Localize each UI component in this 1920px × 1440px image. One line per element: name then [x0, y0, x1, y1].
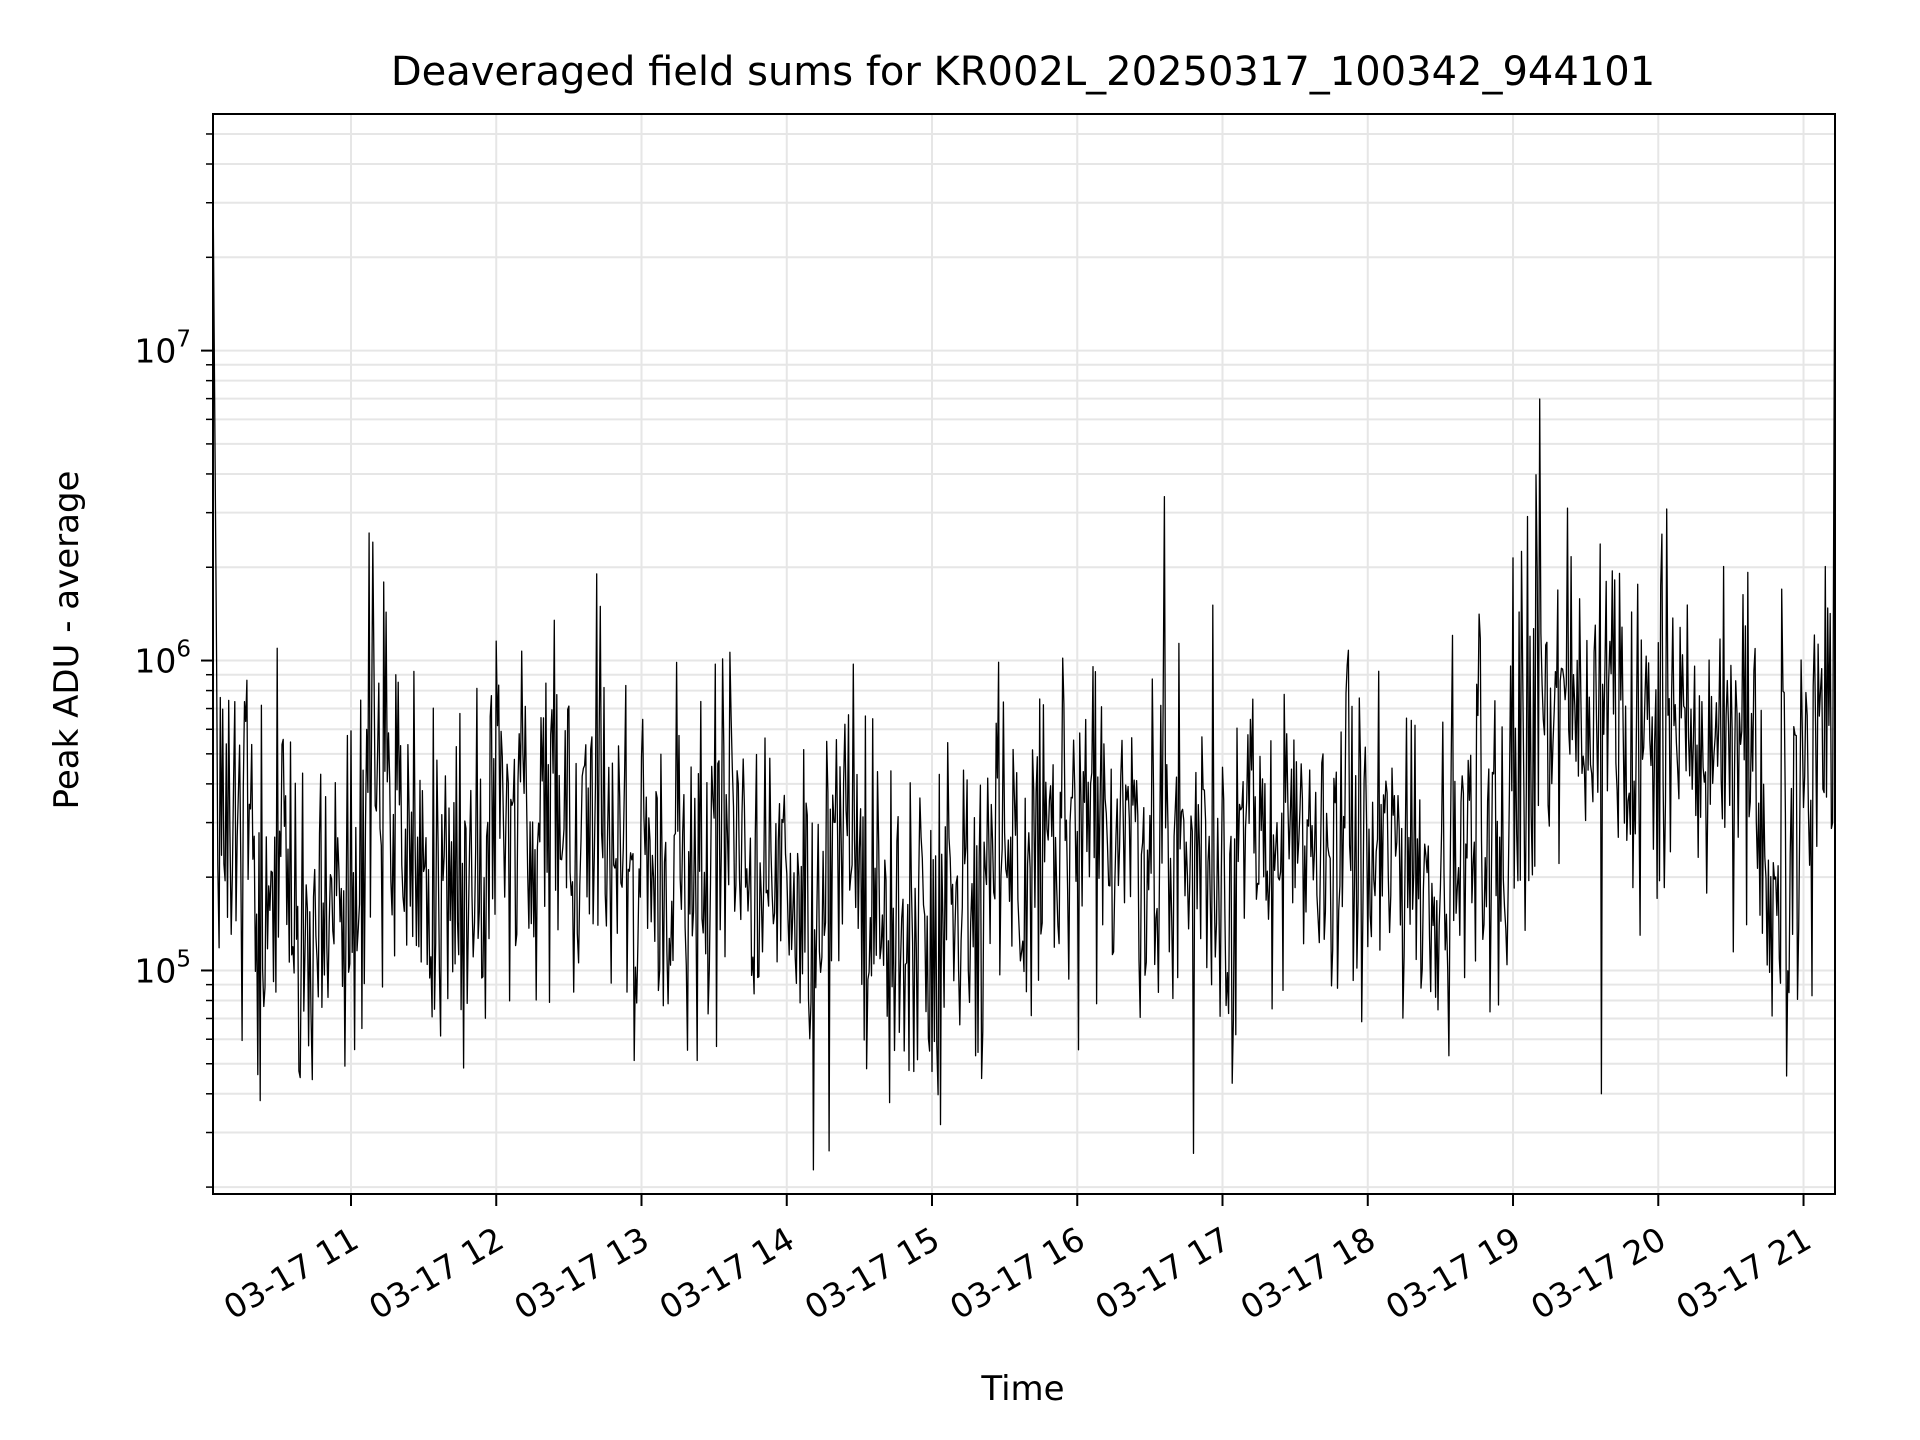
y-tick-label: 106 [134, 637, 191, 681]
plot-frame [212, 113, 1836, 1195]
y-tick-base: 10 [134, 642, 176, 681]
y-axis-label: Peak ADU - average [47, 471, 87, 810]
y-tick-exponent: 7 [176, 327, 191, 353]
y-tick-exponent: 5 [176, 946, 191, 972]
y-tick-label: 107 [134, 327, 191, 371]
y-tick-label: 105 [134, 946, 191, 990]
y-tick-exponent: 6 [176, 637, 191, 663]
x-axis-label: Time [980, 1369, 1064, 1409]
chart-title: Deaveraged field sums for KR002L_2025031… [391, 49, 1655, 95]
y-tick-base: 10 [134, 332, 176, 371]
series-layer [212, 163, 1836, 1171]
y-tick-base: 10 [134, 951, 176, 990]
series-line [212, 163, 1836, 1171]
